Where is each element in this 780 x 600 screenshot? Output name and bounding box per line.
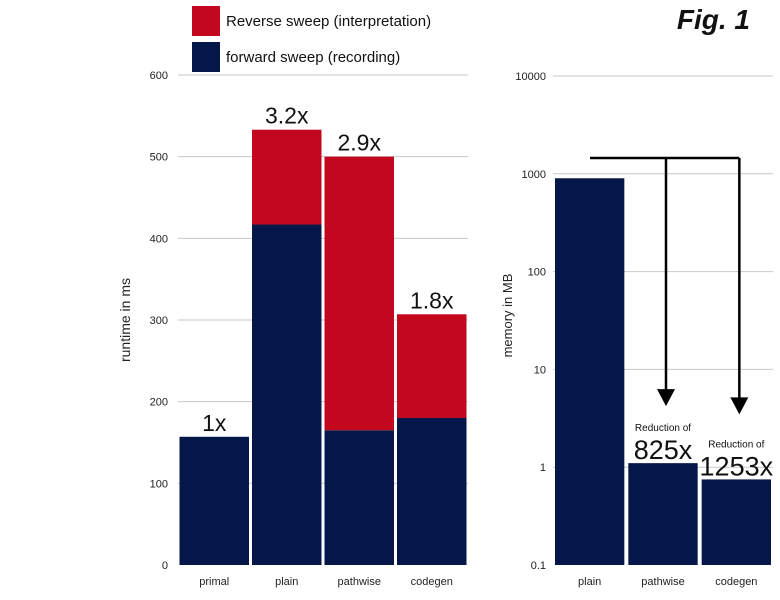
memory-annotation-prefix: Reduction of (708, 439, 764, 450)
runtime-chart: 0 100 200 300 400 500 600 runtime in ms 1x primal… (117, 70, 468, 588)
memory-x-tick-label: plain (578, 576, 601, 588)
runtime-y-tick-label: 200 (150, 397, 168, 409)
runtime-bar-forward (252, 224, 322, 565)
runtime-x-tick-label: primal (199, 576, 229, 588)
runtime-bar-forward (179, 436, 249, 565)
legend-label-forward: forward sweep (recording) (226, 48, 401, 66)
runtime-bar-forward (397, 418, 467, 565)
arrowhead-icon (730, 397, 749, 415)
runtime-y-tick-label: 0 (162, 560, 168, 572)
runtime-bar-reverse (252, 129, 322, 225)
memory-x-tick-label: pathwise (641, 576, 684, 588)
memory-bar (628, 463, 698, 565)
runtime-bar-reverse (324, 156, 394, 431)
runtime-y-axis-label: runtime in ms (117, 278, 133, 362)
runtime-bar-label: 2.9x (338, 130, 382, 156)
runtime-y-tick-label: 500 (150, 152, 168, 164)
legend-item-forward: forward sweep (recording) (192, 40, 431, 74)
runtime-x-tick-label: codegen (411, 576, 453, 588)
memory-y-axis-label: memory in MB (500, 274, 515, 358)
memory-annotation-value: 1253x (700, 451, 774, 481)
memory-bar (555, 178, 625, 565)
memory-y-tick-label: 1000 (522, 169, 546, 181)
legend-item-reverse: Reverse sweep (interpretation) (192, 4, 431, 38)
runtime-bar-reverse (397, 314, 467, 418)
runtime-y-tick-label: 300 (150, 315, 168, 327)
runtime-y-tick-label: 100 (150, 478, 168, 490)
runtime-bar-label: 1x (202, 410, 227, 436)
runtime-x-tick-label: plain (275, 576, 298, 588)
memory-y-tick-label: 10000 (515, 71, 546, 83)
runtime-bar-label: 1.8x (410, 287, 454, 313)
memory-y-tick-label: 100 (528, 267, 546, 279)
memory-annotation-value: 825x (634, 435, 693, 465)
legend-label-reverse: Reverse sweep (interpretation) (226, 12, 432, 30)
memory-chart: 0.1 1 10 100 1000 10000 memory in MB plain pathw… (500, 71, 774, 588)
memory-annotation-prefix: Reduction of (635, 423, 691, 434)
memory-bar (701, 479, 771, 565)
runtime-bar-label: 3.2x (265, 103, 309, 129)
memory-y-tick-label: 10 (534, 364, 546, 376)
figure-label: Fig. 1 (676, 4, 750, 35)
runtime-y-tick-label: 400 (150, 233, 168, 245)
legend-swatch-reverse (192, 6, 220, 36)
legend-swatch-forward (192, 42, 220, 72)
arrowhead-icon (657, 389, 675, 407)
memory-y-tick-label: 1 (540, 462, 546, 474)
legend: Reverse sweep (interpretation) forward s… (192, 4, 431, 76)
runtime-bar-forward (324, 430, 394, 565)
runtime-x-tick-label: pathwise (338, 576, 381, 588)
runtime-y-tick-label: 600 (150, 70, 168, 82)
memory-y-tick-label: 0.1 (531, 560, 546, 572)
memory-x-tick-label: codegen (715, 576, 757, 588)
